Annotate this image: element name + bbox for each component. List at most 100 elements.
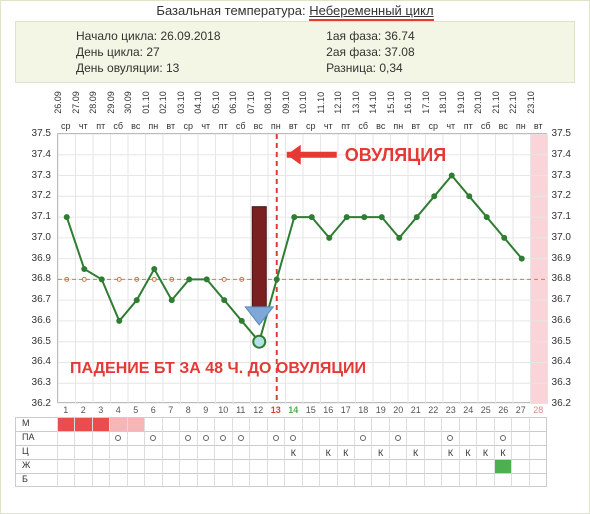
ovulation-day-value: 13	[166, 61, 179, 75]
phase2-value: 37.08	[385, 45, 415, 59]
bottom-cell: К	[459, 445, 476, 459]
bottom-cell	[424, 417, 441, 431]
bottom-cell	[302, 473, 319, 487]
bottom-cell	[92, 417, 109, 431]
bottom-cell	[389, 473, 406, 487]
y-tick-left: 36.9	[21, 253, 51, 264]
bottom-cell	[389, 431, 406, 445]
bottom-cell	[354, 459, 371, 473]
bottom-cell	[529, 473, 546, 487]
dow-cell: чт	[320, 121, 338, 131]
cycle-start-value: 26.09.2018	[160, 29, 220, 43]
bottom-cell	[109, 473, 126, 487]
y-tick-left: 36.2	[21, 398, 51, 409]
dow-cell: чт	[75, 121, 93, 131]
bottom-cell	[406, 417, 423, 431]
dow-cell: вт	[407, 121, 425, 131]
bottom-cell	[144, 445, 161, 459]
title-bar: Базальная температура: Небеременный цикл	[1, 1, 589, 18]
plot: ОВУЛЯЦИЯПАДЕНИЕ БТ ЗА 48 Ч. ДО ОВУЛЯЦИИ	[57, 133, 547, 403]
bottom-cell	[354, 417, 371, 431]
bottom-cell	[511, 445, 528, 459]
bottom-cell	[494, 459, 511, 473]
bottom-cell	[476, 473, 493, 487]
cycle-start-label: Начало цикла:	[76, 29, 157, 43]
bottom-cell	[337, 431, 354, 445]
bottom-cell	[127, 431, 144, 445]
bottom-cell	[319, 473, 336, 487]
phase2-label: 2ая фаза:	[326, 45, 381, 59]
bottom-cell	[319, 459, 336, 473]
bottom-cell	[162, 431, 179, 445]
ovulation-day-label: День овуляции:	[76, 61, 163, 75]
day-number-cell: 20	[390, 405, 408, 415]
dow-cell: ср	[57, 121, 75, 131]
bottom-cell	[319, 431, 336, 445]
bottom-cell	[406, 459, 423, 473]
bottom-cell	[74, 445, 91, 459]
bottom-cell	[144, 459, 161, 473]
bottom-cell	[179, 473, 196, 487]
chart-area: 26.0927.0928.0929.0930.0901.1002.1003.10…	[15, 89, 575, 415]
day-number-cell: 11	[232, 405, 250, 415]
bottom-cell	[249, 473, 266, 487]
bottom-cell	[424, 459, 441, 473]
bottom-cell	[162, 417, 179, 431]
day-number-cell: 7	[162, 405, 180, 415]
dow-cell: вс	[250, 121, 268, 131]
bottom-cell	[57, 431, 74, 445]
bottom-cell	[144, 431, 161, 445]
bottom-row-label: Б	[15, 473, 57, 487]
day-number-cell: 17	[337, 405, 355, 415]
bottom-cell	[337, 459, 354, 473]
bottom-cell	[284, 459, 301, 473]
dow-cell: сб	[355, 121, 373, 131]
bottom-cell	[371, 473, 388, 487]
bottom-cell	[162, 473, 179, 487]
bottom-cell	[459, 431, 476, 445]
dow-row: срчтптсбвспнвтсрчтптсбвспнвтсрчтптсбвспн…	[57, 121, 547, 131]
bottom-cell	[74, 459, 91, 473]
bottom-cell	[529, 431, 546, 445]
day-number-cell: 27	[512, 405, 530, 415]
bottom-row-Ж: Ж	[15, 459, 575, 473]
dow-cell: вс	[495, 121, 513, 131]
bottom-cell	[214, 445, 231, 459]
bottom-cell	[74, 431, 91, 445]
day-number-cell: 9	[197, 405, 215, 415]
bottom-cell	[511, 431, 528, 445]
info-right-col: 1ая фаза: 36.74 2ая фаза: 37.08 Разница:…	[306, 28, 574, 76]
plot-wrapper: 37.537.437.337.237.137.036.936.836.736.6…	[15, 133, 575, 403]
day-row: 1234567891011121314151617181920212223242…	[57, 405, 547, 415]
bottom-cell	[389, 459, 406, 473]
dow-cell: пт	[92, 121, 110, 131]
bottom-cell	[441, 417, 458, 431]
bottom-cell	[92, 445, 109, 459]
bottom-cell	[511, 473, 528, 487]
bottom-cell	[511, 417, 528, 431]
svg-text:ПАДЕНИЕ БТ ЗА 48 Ч. ДО ОВУЛЯЦИ: ПАДЕНИЕ БТ ЗА 48 Ч. ДО ОВУЛЯЦИИ	[70, 360, 366, 377]
bottom-cell	[74, 417, 91, 431]
bottom-cell	[354, 445, 371, 459]
dow-cell: чт	[442, 121, 460, 131]
day-number-cell: 12	[250, 405, 268, 415]
bottom-cell	[127, 459, 144, 473]
bottom-cell	[424, 473, 441, 487]
bottom-cell	[92, 431, 109, 445]
bottom-cell	[249, 459, 266, 473]
bottom-cell	[371, 431, 388, 445]
day-number-cell: 24	[460, 405, 478, 415]
dow-cell: пн	[267, 121, 285, 131]
bottom-cell	[57, 459, 74, 473]
bottom-cell	[354, 431, 371, 445]
bottom-cell	[144, 417, 161, 431]
dow-cell: вт	[285, 121, 303, 131]
y-tick-left: 37.5	[21, 128, 51, 139]
bottom-cell	[57, 445, 74, 459]
bottom-cell	[459, 473, 476, 487]
bottom-cell	[389, 445, 406, 459]
bottom-row-Ц: ЦККККККККК	[15, 445, 575, 459]
bottom-cell	[249, 431, 266, 445]
bottom-cell	[232, 431, 249, 445]
bottom-cell	[529, 417, 546, 431]
